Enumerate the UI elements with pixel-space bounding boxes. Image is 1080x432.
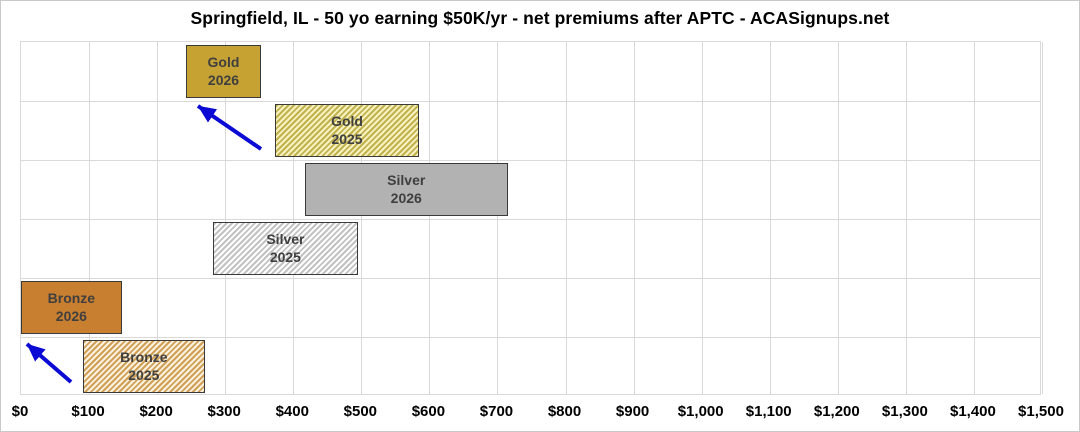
x-axis-tick-label: $700	[479, 403, 514, 420]
x-axis-tick-label: $300	[207, 403, 241, 420]
gridline-vertical	[633, 42, 635, 394]
gridline-vertical	[769, 42, 771, 394]
gridline-vertical	[973, 42, 975, 394]
gridline-vertical	[701, 42, 703, 394]
bar-label-bronze-2026: Bronze 2026	[47, 289, 96, 324]
bar-label-gold-2026: Gold 2026	[207, 53, 240, 88]
x-axis-tick-label: $1,200	[813, 403, 860, 420]
x-axis-tick-label: $1,500	[1018, 403, 1064, 420]
gridline-vertical	[497, 42, 499, 394]
bar-label-bronze-2025: Bronze 2025	[120, 348, 168, 383]
plot-area: Gold 2026 Gold 2025 Silver 2026 Silver 2025…	[20, 41, 1043, 395]
bar-gold-2025: Gold 2025	[274, 103, 420, 157]
gridline-vertical	[293, 42, 295, 394]
gridline-horizontal	[21, 337, 1040, 338]
gridline-vertical	[361, 42, 363, 394]
x-axis-tick-label: $100	[71, 403, 105, 420]
gridline-horizontal	[21, 219, 1040, 220]
bar-silver-2026: Silver 2026	[304, 162, 508, 216]
x-axis-tick-label: $600	[411, 403, 446, 420]
x-axis-tick-label: $1,300	[881, 403, 928, 420]
gridline-vertical	[905, 42, 907, 394]
gridline-vertical	[1042, 42, 1043, 394]
bar-gold-2026: Gold 2026	[185, 44, 262, 98]
bar-silver-2025: Silver 2025	[212, 221, 358, 275]
x-axis-tick-label: $1,400	[949, 403, 996, 420]
gridline-vertical	[225, 42, 227, 394]
gridline-vertical	[89, 42, 91, 394]
x-axis-tick-label: $1,100	[745, 403, 792, 420]
x-axis-tick-label: $0	[11, 403, 29, 420]
x-axis-tick-label: $1,000	[677, 403, 724, 420]
chart-title: Springfield, IL - 50 yo earning $50K/yr …	[190, 8, 890, 28]
x-axis-tick-label: $200	[139, 403, 173, 420]
bar-label-silver-2025: Silver 2025	[266, 230, 305, 265]
x-axis-tick-label: $400	[275, 403, 309, 420]
gridline-vertical	[565, 42, 567, 394]
x-axis-tick-label: $900	[615, 403, 650, 420]
gridline-vertical	[429, 42, 431, 394]
gridline-horizontal	[21, 101, 1040, 102]
bar-label-silver-2026: Silver 2026	[387, 171, 426, 206]
x-axis-tick-label: $800	[547, 403, 582, 420]
bar-bronze-2026: Bronze 2026	[21, 280, 122, 334]
gridline-horizontal	[21, 160, 1040, 161]
gridline-vertical	[837, 42, 839, 394]
gridline-horizontal	[21, 278, 1040, 279]
x-axis-tick-label: $500	[343, 403, 378, 420]
gridline-vertical	[157, 42, 159, 394]
bar-bronze-2025: Bronze 2025	[82, 339, 205, 393]
bar-label-gold-2025: Gold 2025	[331, 112, 363, 147]
